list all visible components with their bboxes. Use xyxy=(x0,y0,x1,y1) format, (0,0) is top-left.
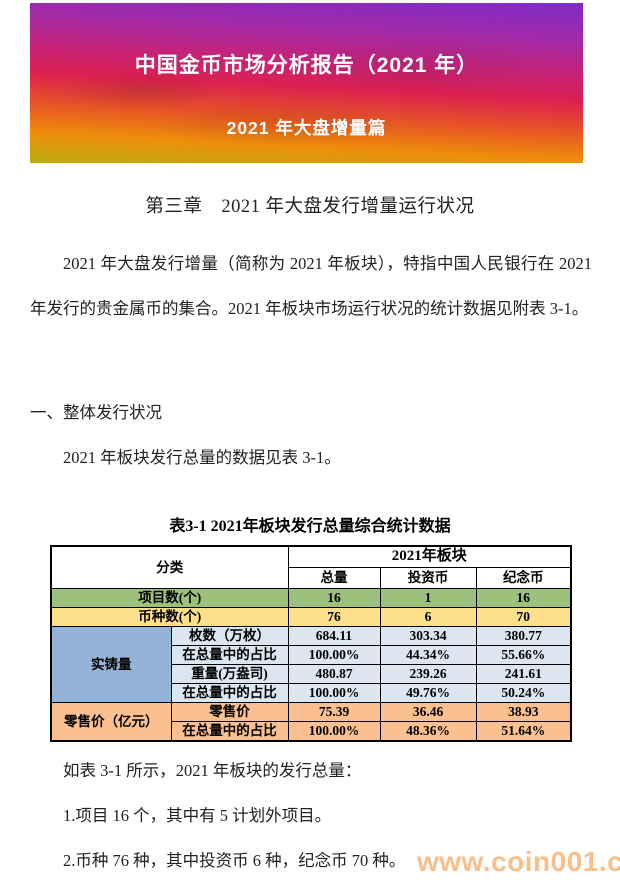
group-label-retail: 零售价（亿元） xyxy=(50,702,172,742)
cell-value: 1 xyxy=(379,588,477,608)
cell-value: 44.34% xyxy=(379,645,477,665)
cell-value: 16 xyxy=(475,588,572,608)
cell-value: 303.34 xyxy=(379,626,477,646)
group-label-mintage: 实铸量 xyxy=(50,626,172,703)
table-row: 实铸量 枚数（万枚） 684.11 303.34 380.77 xyxy=(50,626,572,703)
table-header-row-2: 总量 投资币 纪念币 xyxy=(51,567,572,589)
cell-value: 70 xyxy=(475,607,572,627)
chapter-heading: 第三章 2021 年大盘发行增量运行状况 xyxy=(145,197,475,217)
table-row: 零售价（亿元） 零售价 75.39 36.46 38.93 xyxy=(50,702,572,742)
sub-label: 枚数（万枚） xyxy=(170,626,289,646)
sub-label: 在总量中的占比 xyxy=(170,683,289,703)
table-row: 在总量中的占比 100.00% 44.34% 55.66% xyxy=(51,645,572,665)
stats-table: 分类 2021年板块 总量 投资币 纪念币 项目数(个) 16 1 16 币种数… xyxy=(50,545,573,742)
cell-value: 51.64% xyxy=(475,721,572,742)
table-group-header: 2021年板块 xyxy=(287,545,572,568)
banner-title: 中国金币市场分析报告（2021 年） xyxy=(134,53,479,77)
banner-subtitle: 2021 年大盘增量篇 xyxy=(226,117,387,138)
row-label: 项目数(个) xyxy=(50,588,289,608)
watermark-text: www.coin001.com xyxy=(417,846,620,877)
cell-value: 76 xyxy=(287,607,381,627)
list-item: 2.币种 76 种，其中投资币 6 种，纪念币 70 种。 xyxy=(63,851,406,870)
table-row: 币种数(个) 76 6 70 xyxy=(50,607,572,627)
cell-value: 100.00% xyxy=(287,683,381,703)
section-heading: 一、整体发行状况 xyxy=(30,403,162,422)
cell-value: 16 xyxy=(287,588,381,608)
row-label: 币种数(个) xyxy=(50,607,289,627)
sub-label: 在总量中的占比 xyxy=(170,645,289,665)
sub-label: 零售价 xyxy=(170,702,289,722)
cell-value: 49.76% xyxy=(379,683,477,703)
cell-value: 239.26 xyxy=(379,664,477,684)
cell-value: 100.00% xyxy=(287,721,381,742)
cell-value: 75.39 xyxy=(287,702,381,722)
col-header-invest: 投资币 xyxy=(379,567,477,589)
section-intro: 2021 年板块发行总量的数据见表 3-1。 xyxy=(63,448,341,467)
table-row: 在总量中的占比 100.00% 48.36% 51.64% xyxy=(51,721,572,742)
table-caption: 表3-1 2021年板块发行总量综合统计数据 xyxy=(169,518,451,535)
cell-value: 684.11 xyxy=(287,626,381,646)
after-table-line: 如表 3-1 所示，2021 年板块的发行总量： xyxy=(63,761,362,780)
table-corner-cell: 分类 xyxy=(50,545,289,589)
cell-value: 36.46 xyxy=(379,702,477,722)
intro-paragraph: 2021 年大盘发行增量（简称为 2021 年板块），特指中国人民银行在 202… xyxy=(30,254,592,318)
cell-value: 6 xyxy=(379,607,477,627)
cell-value: 241.61 xyxy=(475,664,572,684)
after-table-text: 如表 3-1 所示，2021 年板块的发行总量： 1.项目 16 个，其中有 5… xyxy=(30,748,592,883)
cell-value: 55.66% xyxy=(475,645,572,665)
table-header-row-1: 分类 2021年板块 xyxy=(50,545,572,589)
table-row: 在总量中的占比 100.00% 49.76% 50.24% xyxy=(51,683,572,703)
cell-value: 480.87 xyxy=(287,664,381,684)
report-banner: 中国金币市场分析报告（2021 年） 2021 年大盘增量篇 xyxy=(30,3,583,163)
cell-value: 380.77 xyxy=(475,626,572,646)
col-header-memorial: 纪念币 xyxy=(475,567,572,589)
list-item: 1.项目 16 个，其中有 5 计划外项目。 xyxy=(63,806,332,825)
cell-value: 38.93 xyxy=(475,702,572,722)
table-row: 项目数(个) 16 1 16 xyxy=(50,588,572,608)
sub-label: 在总量中的占比 xyxy=(170,721,289,742)
sub-label: 重量(万盎司) xyxy=(170,664,289,684)
cell-value: 50.24% xyxy=(475,683,572,703)
cell-value: 48.36% xyxy=(379,721,477,742)
cell-value: 100.00% xyxy=(287,645,381,665)
col-header-total: 总量 xyxy=(287,567,381,589)
